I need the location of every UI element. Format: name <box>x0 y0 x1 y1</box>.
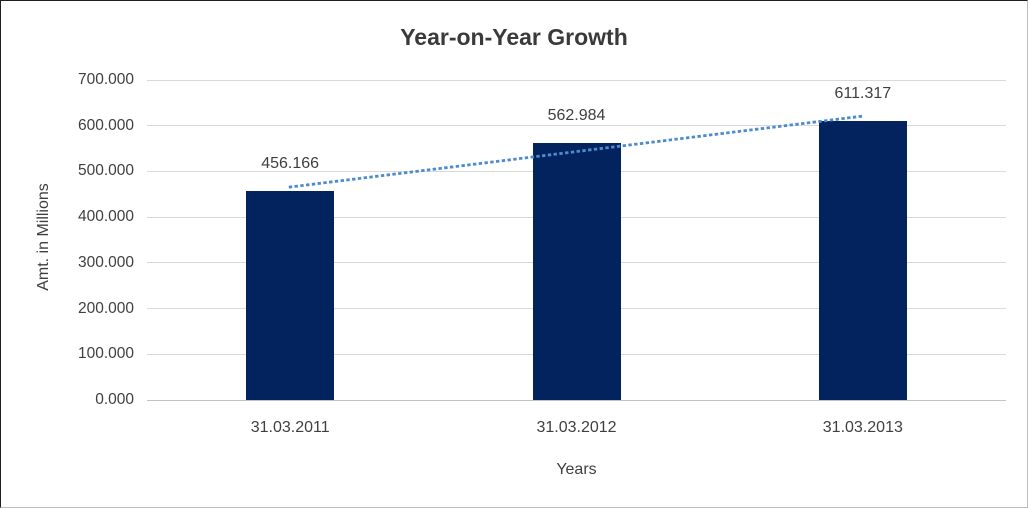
gridline <box>147 399 1006 401</box>
y-tick-label: 300.000 <box>77 253 134 271</box>
x-category-label: 31.03.2012 <box>536 419 617 436</box>
y-tick-label: 600.000 <box>77 116 134 134</box>
bar-value-label: 562.984 <box>547 106 606 124</box>
x-category-label: 31.03.2011 <box>250 419 330 436</box>
y-tick-label: 200.000 <box>77 299 134 317</box>
bar-value-label: 611.317 <box>834 84 892 102</box>
y-tick-label: 400.000 <box>77 208 134 226</box>
gridline <box>147 79 1006 81</box>
y-tick-label: 0.000 <box>95 391 134 408</box>
chart-title: Year-on-Year Growth <box>400 24 628 50</box>
bar-31.03.2012 <box>532 142 621 400</box>
y-tick-label: 100.000 <box>77 345 134 363</box>
y-tick-label: 500.000 <box>77 162 134 180</box>
y-axis-title: Amt. in Millions <box>35 183 52 291</box>
bar-value-label: 456.166 <box>261 155 320 173</box>
bar-31.03.2013 <box>818 120 907 400</box>
bar-31.03.2011 <box>246 191 335 400</box>
y-tick-label: 700.000 <box>77 71 134 88</box>
x-category-label: 31.03.2013 <box>822 419 903 436</box>
x-axis-title: Years <box>556 461 597 478</box>
